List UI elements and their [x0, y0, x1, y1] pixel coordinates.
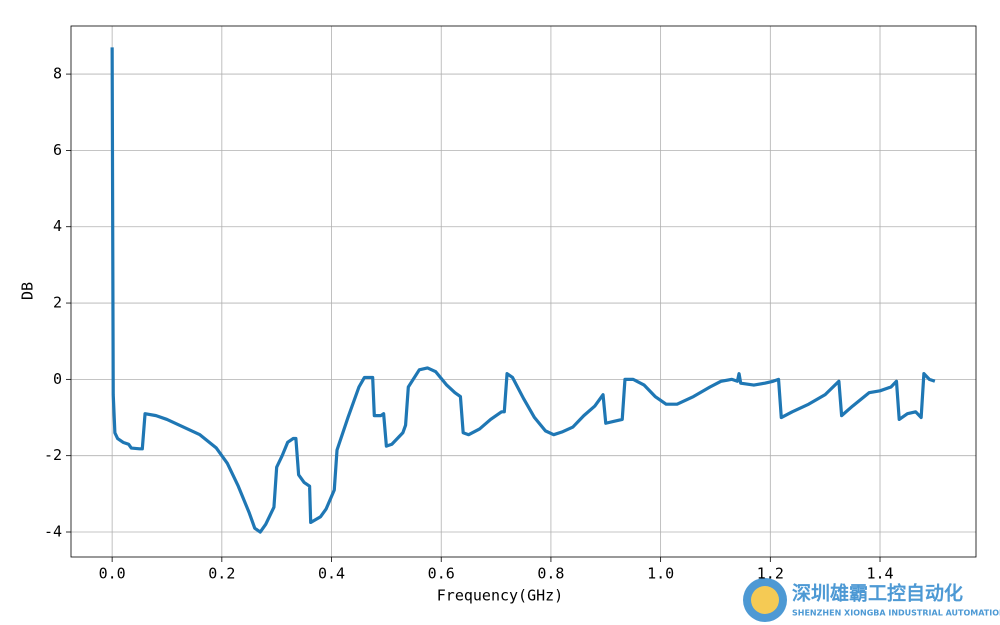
y-axis-label: DB: [19, 282, 37, 300]
x-tick-label: 0.0: [99, 565, 126, 583]
y-tick-label: -2: [44, 446, 62, 464]
y-tick-label: 2: [53, 294, 62, 312]
y-tick-label: 6: [53, 141, 62, 159]
y-tick-label: 0: [53, 370, 62, 388]
x-tick-label: 1.4: [866, 565, 893, 583]
line-series: [110, 47, 936, 534]
y-tick-label: 4: [53, 217, 62, 235]
y-tick-label: 8: [53, 65, 62, 83]
x-tick-label: 1.0: [647, 565, 674, 583]
plot-frame: [70, 25, 977, 558]
watermark: 深圳雄霸工控自动化 SHENZHEN XIONGBA INDUSTRIAL AU…: [743, 578, 1000, 622]
x-tick-label: 1.2: [757, 565, 784, 583]
y-tick-label: -4: [44, 523, 62, 541]
x-axis-label: Frequency(GHz): [437, 587, 563, 605]
watermark-subtitle: SHENZHEN XIONGBA INDUSTRIAL AUTOMATION: [792, 609, 1000, 618]
watermark-logo-inner: [751, 586, 779, 614]
x-tick-label: 0.8: [537, 565, 564, 583]
x-tick-label: 0.4: [318, 565, 345, 583]
x-tick-label: 0.6: [428, 565, 455, 583]
x-tick-label: 0.2: [208, 565, 235, 583]
watermark-title: 深圳雄霸工控自动化: [792, 582, 963, 605]
